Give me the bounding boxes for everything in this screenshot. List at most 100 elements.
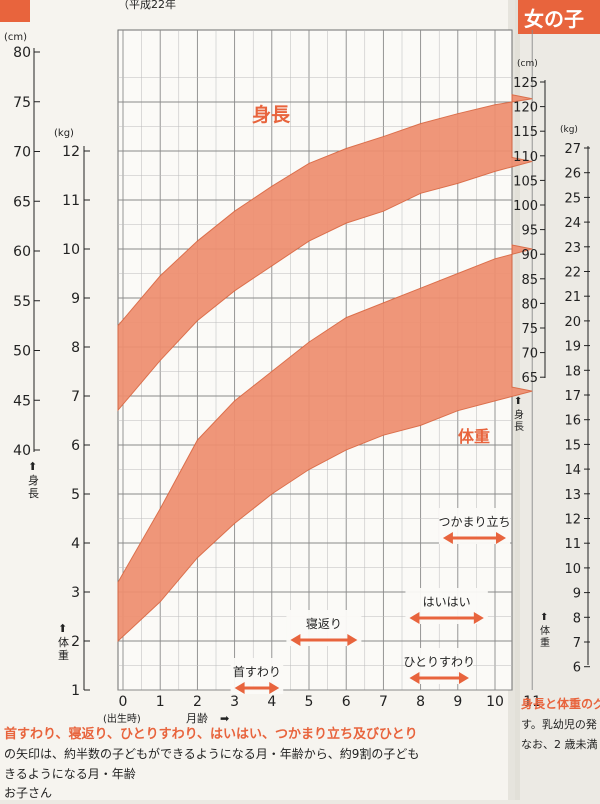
weight-tick-label: 9 [71, 291, 80, 307]
right-weight-tick-label: 21 [564, 290, 581, 305]
weight-tick-label: 11 [62, 193, 80, 209]
right-height-tick-label: 120 [513, 101, 538, 116]
weight-axis-label-1: 体 [58, 635, 69, 649]
right-weight-tick-label: 13 [564, 488, 581, 503]
height-tick-label: 40 [13, 443, 31, 459]
milestone-arrow-right [496, 532, 506, 544]
height-tick-label: 55 [13, 294, 31, 310]
milestone-label: 首すわり [233, 665, 281, 679]
weight-axis-arrow: ⬆ [58, 622, 67, 635]
height-band-label: 身長 [252, 103, 291, 126]
right-weight-tick-label: 16 [564, 414, 581, 429]
right-weight-tick-label: 8 [573, 611, 581, 626]
milestone-arrow-right [347, 634, 358, 646]
height-tick-label: 70 [13, 145, 31, 161]
height-tick-label: 65 [13, 194, 31, 210]
weight-tick-label: 4 [71, 536, 80, 552]
milestone-arrow-left [442, 532, 453, 544]
header-right-title: 女の子 [524, 7, 584, 31]
weight-tick-label: 5 [71, 487, 80, 503]
right-weight-tick-label: 12 [564, 513, 581, 528]
right-weight-tick-label: 26 [564, 167, 581, 182]
right-weight-tick-label: 7 [573, 636, 581, 651]
right-height-tick-label: 125 [513, 76, 538, 91]
right-body-text-2: なお、2 歳未満 [521, 738, 598, 751]
right-weight-arrow: ⬆ [540, 612, 548, 623]
weight-tick-label: 3 [71, 585, 80, 601]
height-axis-arrow: ⬆ [28, 460, 37, 473]
right-page [515, 0, 600, 800]
header-corner [0, 0, 30, 22]
right-weight-tick-label: 11 [564, 537, 581, 552]
month-tick-label: 3 [230, 694, 239, 710]
month-tick-label: 5 [305, 694, 314, 710]
height-band [117, 94, 533, 412]
month-tick-label: 0 [119, 694, 128, 710]
right-height-tick-label: 70 [521, 347, 538, 362]
right-height-tick-label: 95 [521, 224, 538, 239]
month-tick-label: 6 [342, 694, 351, 710]
milestone-arrow-right [458, 672, 469, 684]
height-tick-label: 50 [13, 344, 31, 360]
right-height-unit: (cm) [517, 59, 538, 69]
height-tick-label: 45 [13, 393, 31, 409]
right-weight-tick-label: 6 [573, 661, 581, 676]
right-weight-tick-label: 19 [564, 340, 581, 355]
weight-band [117, 244, 533, 643]
weight-tick-label: 8 [71, 340, 80, 356]
right-weight-label-2: 重 [540, 636, 550, 649]
weight-unit-label: (kg) [54, 128, 74, 139]
height-tick-label: 75 [13, 95, 31, 111]
milestone-arrow-left [234, 682, 245, 694]
right-heading: 身長と体重のグ [521, 696, 600, 711]
right-weight-tick-label: 15 [564, 438, 581, 453]
weight-tick-label: 7 [71, 389, 80, 405]
month-tick-label: 1 [156, 694, 165, 710]
milestone-label: はいはい [423, 595, 471, 609]
right-height-label-2: 長 [514, 421, 524, 433]
month-tick-label: 7 [379, 694, 388, 710]
right-height-tick-label: 85 [521, 273, 538, 288]
right-height-tick-label: 65 [521, 371, 538, 386]
footer-line-1: の矢印は、約半数の子どもができるようになる月・年齢から、約9割の子ども [4, 746, 419, 761]
milestone-arrow-left [409, 672, 420, 684]
milestone-arrow-right [473, 612, 484, 624]
weight-band-label: 体重 [458, 427, 490, 446]
milestone-arrow-left [409, 612, 420, 624]
milestone-label: 寝返り [306, 616, 342, 631]
height-axis-label-2: 長 [28, 487, 39, 500]
weight-tick-label: 6 [71, 438, 80, 454]
right-weight-tick-label: 27 [564, 142, 581, 157]
right-page-axes: 125 120 115 110 105 100 95 90 85 80 75 70 65 27 26 25 24… [513, 76, 590, 676]
milestone-arrow-right [269, 682, 280, 694]
height-tick-label: 60 [13, 244, 31, 260]
month-tick-label: 11 [523, 694, 541, 710]
growth-bands [117, 94, 533, 643]
right-height-tick-label: 100 [513, 199, 538, 214]
weight-tick-label: 10 [62, 242, 80, 258]
milestone-label: つかまり立ち [438, 514, 510, 529]
footer-line-3: お子さん [4, 786, 52, 800]
milestone-arrow-left [290, 634, 301, 646]
footer-line-2: きるようになる月・年齢 [4, 766, 136, 781]
right-height-tick-label: 110 [513, 150, 538, 165]
right-weight-tick-label: 14 [564, 463, 581, 478]
right-height-tick-label: 80 [521, 297, 538, 312]
height-axis-label-1: 身 [28, 473, 39, 487]
right-body-text: す。乳幼児の発 [521, 717, 597, 731]
right-height-tick-label: 105 [513, 174, 538, 189]
month-tick-label: 9 [453, 694, 462, 710]
month-axis-label: 月齢 [186, 711, 208, 725]
right-height-arrow: ⬆ [514, 396, 522, 407]
weight-tick-label: 1 [71, 683, 80, 699]
month-tick-label: 10 [486, 694, 504, 710]
right-weight-tick-label: 22 [564, 266, 581, 281]
right-weight-tick-label: 17 [564, 389, 581, 404]
right-weight-unit: (kg) [560, 125, 578, 135]
right-weight-tick-label: 24 [564, 216, 581, 231]
right-weight-label-1: 体 [540, 625, 550, 637]
